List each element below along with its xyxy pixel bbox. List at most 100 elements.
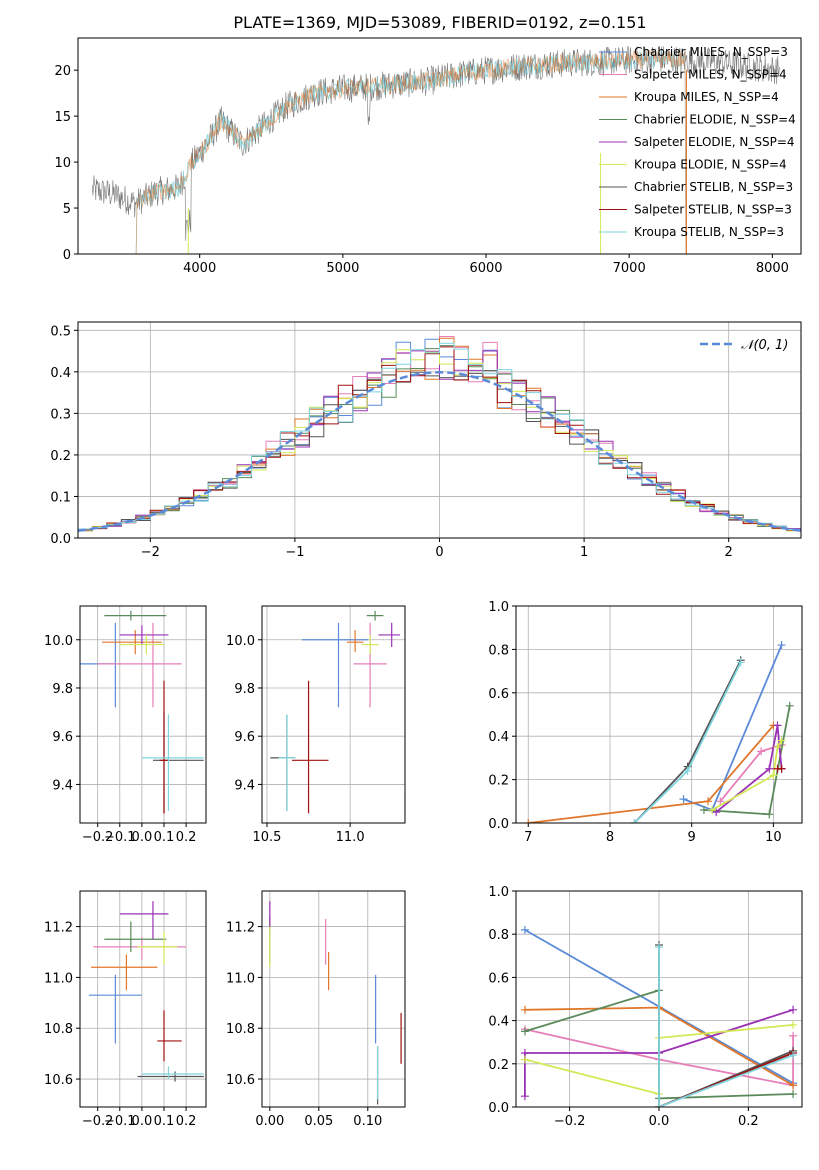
y-tick-label: 0.3: [50, 407, 71, 422]
y-tick-label: 10.6: [44, 1073, 73, 1088]
weight-marker-chabrier-elodie: [520, 1027, 529, 1036]
weight-marker-kroupa-miles: [704, 797, 713, 806]
weight-line-kroupa-elodie: [711, 740, 783, 811]
weight-marker-salpeter-elodie: [789, 1005, 798, 1014]
x-tick-label: 0.0: [649, 1114, 670, 1129]
x-tick-label: 2: [725, 545, 733, 560]
x-tick-label: 10.5: [253, 830, 282, 845]
x-tick-label: 0.2: [176, 1114, 197, 1129]
y-tick-label: 0.1: [50, 490, 71, 505]
y-tick-label: 1.0: [488, 600, 509, 615]
weight-marker-kroupa-miles: [524, 819, 533, 823]
axes-frame: [261, 605, 406, 824]
x-tick-label: 0.0: [132, 830, 153, 845]
y-tick-label: 0.0: [50, 532, 71, 547]
y-tick-label: 9.4: [234, 778, 255, 793]
y-tick-label: 0.8: [488, 928, 509, 943]
x-tick-label: 0.2: [738, 1114, 759, 1129]
weight-line-kroupa-stelib: [658, 947, 794, 1107]
weight-marker-chabrier-miles: [520, 925, 529, 934]
x-tick-label: 0.1: [154, 830, 175, 845]
y-tick-label: 9.8: [52, 682, 73, 697]
x-tick-label: 0.2: [176, 830, 197, 845]
weight-marker-chabrier-elodie: [789, 1090, 798, 1099]
panel-age_vs_Z: −0.2−0.10.0 0.1 0.2 9.4 9.6 9.8 10.0: [44, 605, 207, 845]
plot-area-spectrum: [92, 45, 780, 254]
y-tick-label: 0.0: [488, 1101, 509, 1116]
y-tick-label: 0.6: [488, 971, 509, 986]
x-tick-label: −0.2: [554, 1114, 586, 1129]
panel-age_vs_mass: 10.5 11.0 9.4 9.6 9.8 10.0: [226, 605, 406, 845]
y-tick-label: 11.2: [44, 921, 73, 936]
y-tick-label: 11.0: [44, 971, 73, 986]
y-tick-label: 10.0: [44, 634, 73, 649]
x-tick-label: −0.1: [104, 1114, 136, 1129]
y-tick-label: 0.4: [488, 1015, 509, 1030]
x-tick-label: 0.05: [304, 1114, 333, 1129]
legend-entry-normal: 𝒩(0, 1): [741, 338, 788, 353]
weight-marker-kroupa-elodie: [520, 1055, 529, 1064]
axes-frame: [515, 605, 803, 824]
x-tick-label: 7: [524, 830, 532, 845]
weight-line-kroupa-stelib: [633, 662, 742, 823]
plot-area-weight_vs_age: [524, 641, 794, 823]
weight-marker-chabrier-elodie: [765, 810, 774, 819]
legend-entry-chabrier-stelib: Chabrier STELIB, N_SSP=3: [634, 180, 793, 194]
legend-entry-kroupa-elodie: Kroupa ELODIE, N_SSP=4: [634, 158, 787, 172]
y-tick-label: 9.4: [52, 778, 73, 793]
y-tick-label: 10.6: [226, 1073, 255, 1088]
y-tick-label: 10: [54, 156, 71, 171]
weight-marker-salpeter-elodie: [765, 764, 774, 773]
y-tick-label: 10.8: [44, 1022, 73, 1037]
axes-frame: [79, 605, 207, 824]
y-tick-label: 0.2: [488, 1058, 509, 1073]
x-tick-label: 11.0: [336, 830, 365, 845]
y-tick-label: 11.0: [226, 971, 255, 986]
weight-marker-kroupa-stelib: [655, 943, 663, 952]
legend-entry-salpeter-stelib: Salpeter STELIB, N_SSP=3: [634, 203, 792, 217]
y-tick-label: 9.6: [52, 730, 73, 745]
weight-marker-chabrier-elodie: [699, 805, 708, 814]
y-tick-label: 0.4: [488, 730, 509, 745]
y-tick-label: 9.6: [234, 730, 255, 745]
weight-marker-kroupa-elodie: [773, 743, 782, 752]
weight-marker-salpeter-elodie: [712, 808, 721, 817]
x-tick-label: 8: [606, 830, 614, 845]
histogram-kroupa-stelib: [78, 342, 801, 530]
x-tick-label: −0.1: [104, 830, 136, 845]
weight-marker-kroupa-stelib: [683, 766, 692, 775]
weight-marker-salpeter-elodie: [773, 721, 782, 730]
y-tick-label: 15: [54, 110, 71, 125]
weight-marker-chabrier-elodie: [785, 701, 794, 710]
plot-area-age_vs_Z: [80, 610, 204, 814]
axes-frame: [79, 890, 207, 1108]
weight-marker-kroupa-stelib: [655, 1103, 663, 1107]
histogram-kroupa-elodie: [78, 349, 801, 532]
plot-area-mass_vs_Z: [88, 901, 204, 1082]
spectrum-legend: Chabrier MILES, N_SSP=3 Salpeter MILES, N…: [599, 45, 796, 239]
panel-residuals: −2 −1 0 1 2 0.0 0.1 0.2 0.3 0.4 0.5 𝒩(0, 1): [50, 321, 802, 560]
y-tick-label: 10.8: [226, 1022, 255, 1037]
y-tick-label: 0.4: [50, 366, 71, 381]
weight-marker-kroupa-elodie: [777, 736, 786, 745]
plot-area-age_vs_mass: [270, 610, 401, 814]
weight-marker-salpeter-miles: [757, 747, 766, 756]
observed-spectrum-line: [92, 45, 780, 241]
plot-area-residuals: [78, 336, 801, 532]
x-tick-label: 1: [580, 545, 588, 560]
y-tick-label: 0: [63, 248, 71, 263]
x-tick-label: 6000: [469, 261, 502, 276]
x-tick-label: 4000: [183, 261, 216, 276]
y-tick-label: 11.2: [226, 921, 255, 936]
legend-entry-salpeter-miles: Salpeter MILES, N_SSP=4: [634, 68, 787, 82]
axes-frame: [77, 37, 802, 255]
weight-marker-chabrier-miles: [777, 641, 786, 650]
y-tick-label: 0.8: [488, 643, 509, 658]
weight-marker-kroupa-miles: [520, 1005, 529, 1014]
weight-marker-salpeter-miles: [789, 1031, 798, 1040]
x-tick-label: 0.0: [132, 1114, 153, 1129]
weight-marker-kroupa-elodie: [769, 771, 778, 780]
model-spectrum-kroupa_miles: [135, 50, 687, 254]
weight-marker-salpeter-miles: [716, 797, 725, 806]
